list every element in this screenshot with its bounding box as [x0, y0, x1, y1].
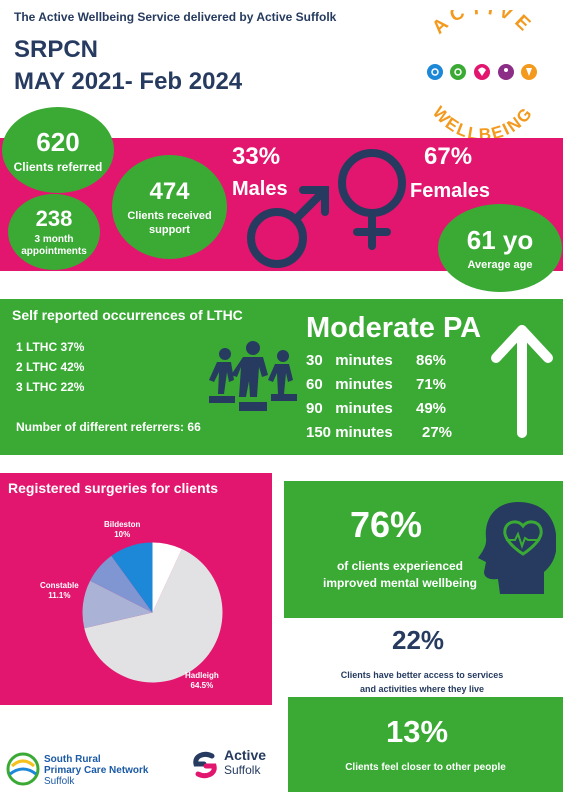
- clients-support-label-2: support: [149, 223, 190, 236]
- page-date-range: MAY 2021- Feb 2024: [14, 68, 243, 95]
- gender-symbols-icon: [247, 149, 406, 268]
- appointments-label-2: appointments: [21, 246, 87, 257]
- lthc-item: 2 LTHC 42%: [16, 360, 85, 374]
- active-suffolk-name-1: Active: [224, 747, 267, 763]
- pa-minutes: 150 minutes: [306, 424, 393, 441]
- pie-label-bildeston: Bildeston 10%: [104, 520, 141, 539]
- mental-wellbeing-percentage: 76%: [350, 504, 423, 545]
- lthc-item: 3 LTHC 22%: [16, 380, 85, 394]
- pa-minutes: 30 minutes: [306, 352, 393, 369]
- pie-label-hadleigh: Hadleigh 64.5%: [185, 671, 219, 690]
- clients-support-bubble: 474 Clients received support: [112, 155, 227, 259]
- referrers-label: Number of different referrers:: [16, 420, 185, 434]
- active-suffolk-logo: Active Suffolk: [190, 748, 280, 782]
- pa-row: 150 minutes 27%: [306, 424, 476, 441]
- appointments-label-1: 3 month: [34, 234, 74, 245]
- active-suffolk-name-2: Suffolk: [224, 763, 261, 777]
- pa-percent: 49%: [416, 400, 447, 417]
- referrers-value: 66: [187, 420, 201, 434]
- srpcn-logo: South Rural Primary Care Network Suffolk: [6, 748, 176, 788]
- closer-panel: [288, 697, 563, 792]
- appointments-bubble: 238 3 month appointments: [8, 194, 100, 270]
- mental-wellbeing-label: of clients experienced improved mental w…: [322, 559, 478, 590]
- females-percentage: 67%: [424, 143, 473, 170]
- average-age-value: 61 yo: [466, 225, 534, 255]
- access-label: Clients have better access to services a…: [340, 670, 504, 694]
- clients-support-value: 474: [149, 177, 190, 205]
- males-label: Males: [232, 178, 288, 200]
- active-suffolk-logo-icon: [193, 751, 217, 779]
- pie-slice-unlabeled-4: [152, 542, 182, 613]
- pie-label-constable: Constable 11.1%: [40, 581, 79, 600]
- referrers-count: Number of different referrers: 66: [16, 420, 201, 434]
- page-title: SRPCN: [14, 36, 99, 63]
- lthc-item: 1 LTHC 37%: [16, 340, 85, 354]
- srpcn-name-1: South Rural: [44, 754, 101, 765]
- appointments-value: 238: [35, 206, 73, 231]
- logo-bottom-word: WELLBEING: [429, 103, 535, 140]
- srpcn-logo-icon: [6, 752, 40, 786]
- logo-top-word: ACTIVE: [428, 10, 532, 39]
- pa-row: 60 minutes 71%: [306, 376, 476, 393]
- active-wellbeing-logo: ACTIVE WELLBEING: [427, 10, 537, 140]
- svg-text:ACTIVE: ACTIVE: [428, 10, 537, 39]
- access-percentage: 22%: [392, 625, 445, 655]
- pie-slice-bildeston: [111, 542, 153, 613]
- srpcn-name-3: Suffolk: [44, 776, 75, 787]
- head-heart-icon: [478, 502, 556, 594]
- clients-referred-label: Clients referred: [13, 159, 103, 174]
- pie-slice-constable: [82, 580, 153, 629]
- pa-minutes: 60 minutes: [306, 376, 393, 393]
- pa-row: 30 minutes 86%: [306, 352, 476, 369]
- pie-slice-hadleigh: [84, 548, 223, 683]
- clients-referred-bubble: 620 Clients referred: [2, 107, 114, 193]
- clients-support-label-1: Clients received: [127, 209, 212, 222]
- lthc-title: Self reported occurrences of LTHC: [12, 307, 243, 323]
- males-percentage: 33%: [232, 143, 281, 170]
- pa-percent: 86%: [416, 352, 447, 369]
- pie-slice-unlabeled-2: [90, 555, 153, 613]
- svg-text:WELLBEING: WELLBEING: [429, 103, 537, 140]
- closer-percentage: 13%: [386, 714, 449, 749]
- pa-percent: 71%: [416, 376, 447, 393]
- pa-percent: 27%: [422, 424, 453, 441]
- header-subtitle: The Active Wellbeing Service delivered b…: [14, 10, 337, 24]
- surgeries-title: Registered surgeries for clients: [8, 480, 219, 496]
- females-label: Females: [410, 180, 491, 202]
- clients-referred-value: 620: [36, 126, 80, 157]
- average-age-label: Average age: [467, 259, 533, 271]
- average-age-bubble: 61 yo Average age: [438, 204, 562, 292]
- surgeries-pie-chart: [82, 542, 223, 683]
- pa-minutes: 90 minutes: [306, 400, 393, 417]
- exercise-people-icon: [209, 341, 297, 411]
- closer-label: Clients feel closer to other people: [345, 762, 506, 773]
- pa-row: 90 minutes 49%: [306, 400, 476, 417]
- up-arrow-icon: [491, 325, 553, 438]
- moderate-pa-title: Moderate PA: [306, 312, 482, 344]
- srpcn-name-2: Primary Care Network: [44, 765, 149, 776]
